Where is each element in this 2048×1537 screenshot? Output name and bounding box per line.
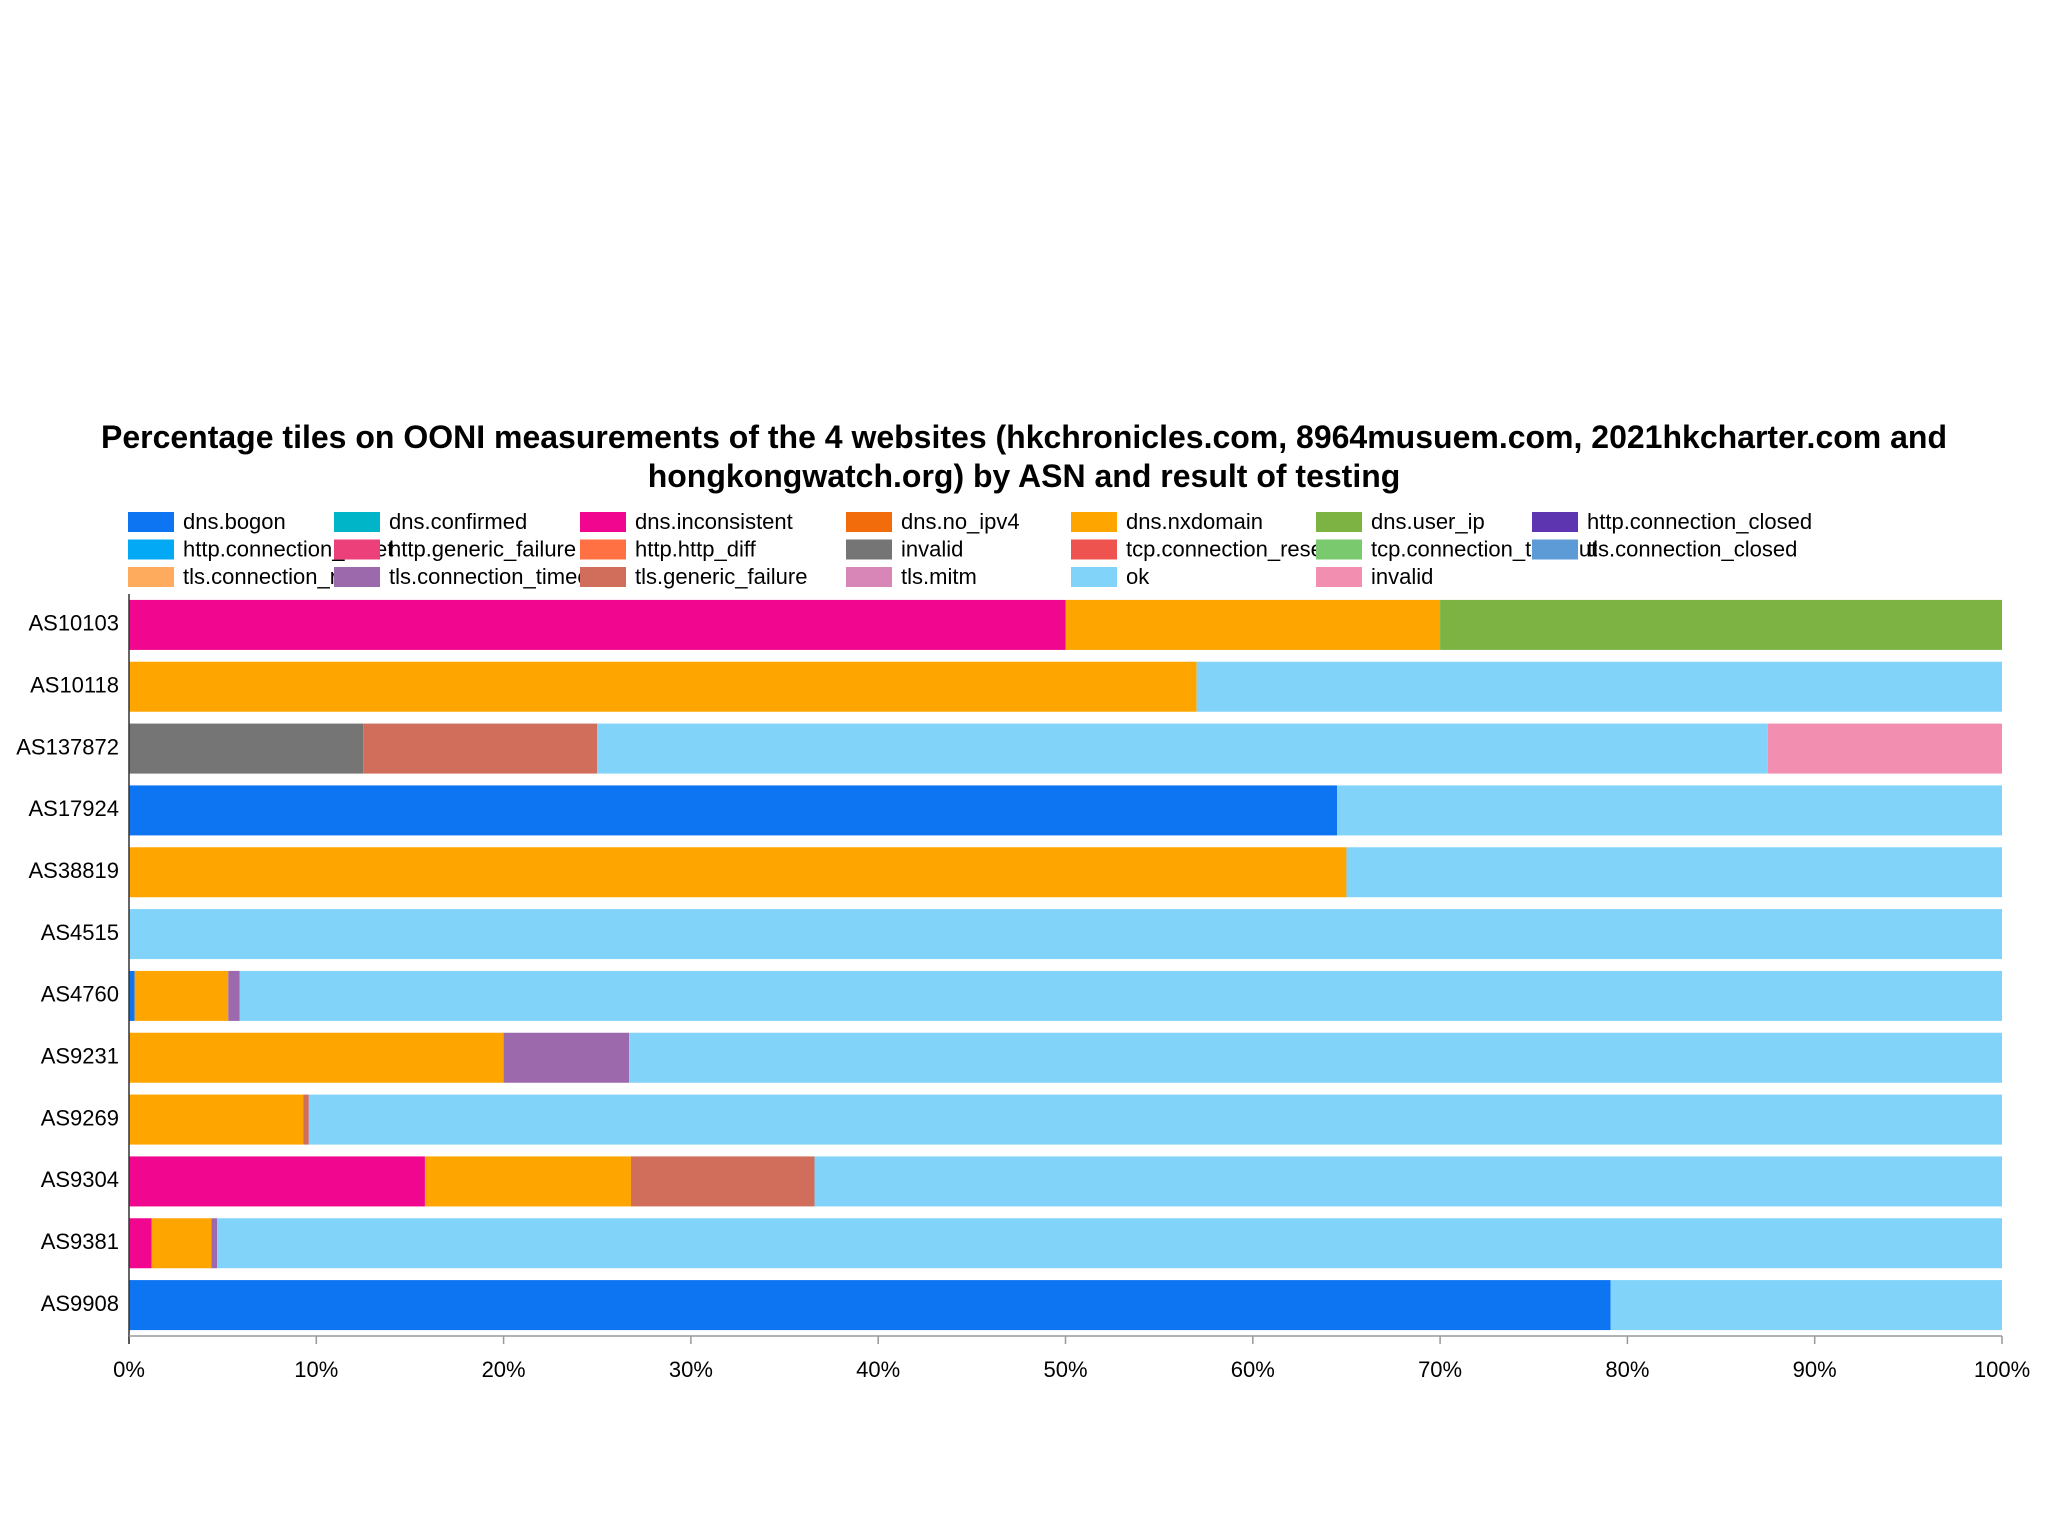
bar-segment [129, 1094, 304, 1145]
legend-label: dns.inconsistent [635, 509, 793, 534]
bar-segment [228, 970, 240, 1021]
legend-swatch [1532, 512, 1578, 532]
y-tick-label: AS9269 [41, 1105, 119, 1130]
x-tick-label: 10% [294, 1357, 338, 1382]
bar-segment [129, 970, 135, 1021]
legend-label: tls.connection_timeout [389, 564, 608, 589]
legend-swatch [1071, 512, 1117, 532]
legend-label: tls.mitm [901, 564, 977, 589]
legend-label: http.connection_closed [1587, 509, 1812, 534]
legend-label: dns.bogon [183, 509, 286, 534]
x-tick-label: 50% [1043, 1357, 1087, 1382]
x-tick-label: 80% [1605, 1357, 1649, 1382]
legend-label: dns.nxdomain [1126, 509, 1263, 534]
x-tick-label: 90% [1793, 1357, 1837, 1382]
bar-segment [211, 1218, 218, 1269]
legend-swatch [580, 567, 626, 587]
bar-segment [1065, 599, 1441, 650]
bar-segment [129, 661, 1197, 712]
legend-swatch [1316, 539, 1362, 560]
legend-swatch [334, 539, 380, 560]
bar-segment [129, 599, 1066, 650]
bar-segment [129, 785, 1338, 836]
bar-segment [597, 723, 1768, 774]
legend-label: dns.no_ipv4 [901, 509, 1020, 534]
legend-swatch [334, 512, 380, 532]
legend-swatch [1071, 539, 1117, 560]
y-tick-label: AS17924 [28, 796, 119, 821]
bar-segment [629, 1032, 2002, 1083]
bar-segment [129, 1156, 425, 1207]
legend-label: tls.connection_closed [1587, 536, 1797, 561]
legend-swatch [846, 567, 892, 587]
legend-label: invalid [1371, 564, 1433, 589]
x-tick-label: 40% [856, 1357, 900, 1382]
legend-swatch [846, 539, 892, 560]
bar-segment [239, 970, 2003, 1021]
bar-segment [129, 909, 2002, 960]
legend-swatch [580, 539, 626, 560]
bar-segment [308, 1094, 2003, 1145]
bar-segment [303, 1094, 309, 1145]
legend-label: dns.confirmed [389, 509, 527, 534]
legend-swatch [846, 512, 892, 532]
legend-label: ok [1126, 564, 1150, 589]
y-tick-label: AS9908 [41, 1291, 119, 1316]
legend-swatch [128, 567, 174, 587]
y-tick-label: AS10118 [30, 673, 119, 698]
legend-swatch [580, 512, 626, 532]
legend-swatch [1071, 567, 1117, 587]
legend-label: tcp.connection_reset [1126, 536, 1329, 561]
bar-segment [217, 1218, 2002, 1269]
bar-segment [129, 1280, 1611, 1331]
legend-swatch [334, 567, 380, 587]
y-tick-label: AS9231 [41, 1044, 119, 1069]
legend-label: dns.user_ip [1371, 509, 1485, 534]
legend-swatch [128, 512, 174, 532]
bar-segment [1440, 599, 2002, 650]
legend-swatch [1316, 512, 1362, 532]
y-tick-label: AS4515 [41, 920, 119, 945]
bar-segment [814, 1156, 2002, 1207]
y-tick-label: AS4760 [41, 982, 119, 1007]
legend-swatch [128, 539, 174, 560]
legend-label: http.http_diff [635, 536, 757, 561]
y-tick-label: AS38819 [28, 858, 119, 883]
bar-segment [1346, 847, 2002, 898]
y-tick-label: AS9381 [41, 1229, 119, 1254]
y-tick-label: AS137872 [16, 734, 119, 759]
bar-segment [424, 1156, 631, 1207]
x-tick-label: 60% [1231, 1357, 1275, 1382]
bar-segment [134, 970, 229, 1021]
legend-swatch [1316, 567, 1362, 587]
bar-segment [151, 1218, 212, 1269]
y-tick-label: AS10103 [28, 611, 119, 636]
x-tick-label: 0% [113, 1357, 145, 1382]
bar-segment [630, 1156, 815, 1207]
legend-label: http.generic_failure [389, 536, 576, 561]
legend-swatch [1532, 539, 1578, 560]
bar-segment [129, 723, 364, 774]
x-tick-label: 100% [1974, 1357, 2030, 1382]
x-tick-label: 30% [669, 1357, 713, 1382]
bar-segment [1767, 723, 2002, 774]
bar-segment [1337, 785, 2002, 836]
x-tick-label: 20% [482, 1357, 526, 1382]
bar-segment [503, 1032, 630, 1083]
legend-label: tls.generic_failure [635, 564, 807, 589]
bar-segment [1610, 1280, 2002, 1331]
legend-label: invalid [901, 536, 963, 561]
bar-segment [1196, 661, 2002, 712]
bar-segment [129, 847, 1347, 898]
chart-title: Percentage tiles on OONI measurements of… [100, 419, 1948, 494]
y-tick-label: AS9304 [41, 1167, 119, 1192]
x-tick-label: 70% [1418, 1357, 1462, 1382]
bar-segment [129, 1218, 152, 1269]
bar-segment [129, 1032, 504, 1083]
bar-segment [363, 723, 598, 774]
